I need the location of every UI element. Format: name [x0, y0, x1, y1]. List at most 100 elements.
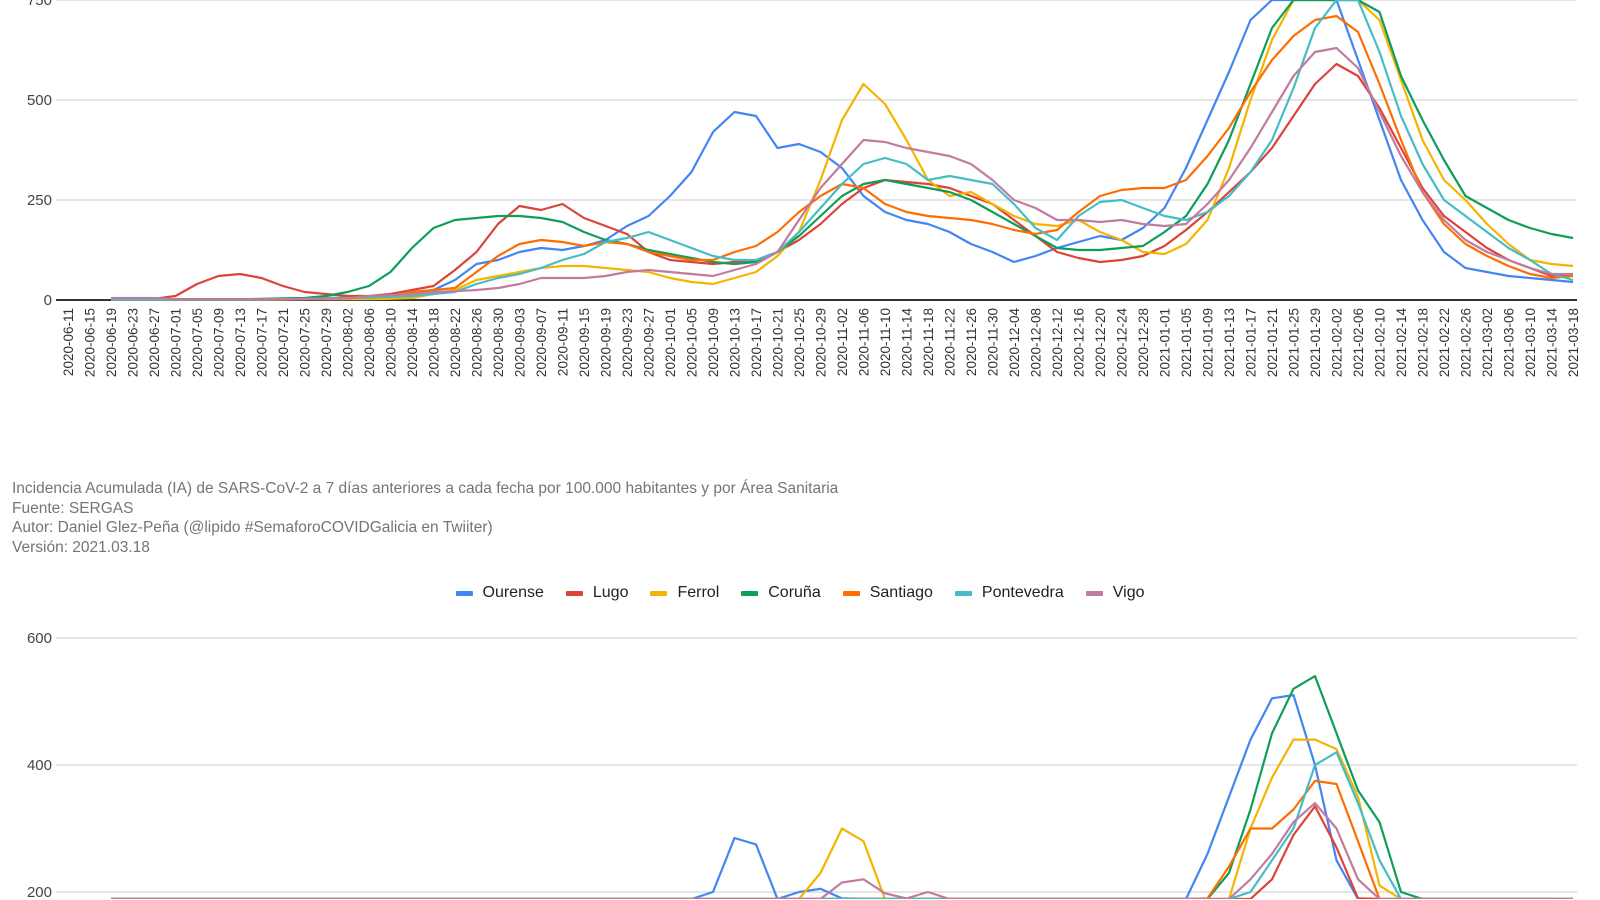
chart-caption: Incidencia Acumulada (IA) de SARS-CoV-2 … [12, 479, 838, 557]
x-tick-label: 2020-06-11 [61, 308, 76, 376]
x-tick-label: 2020-10-29 [814, 308, 829, 377]
legend-label: Pontevedra [981, 584, 1064, 601]
caption-version: Versión: 2021.03.18 [12, 538, 150, 556]
x-tick-label: 2020-07-05 [190, 308, 205, 377]
x-tick-label: 2021-02-22 [1437, 308, 1452, 377]
x-tick-label: 2020-12-04 [1007, 308, 1022, 378]
legend-item-vigo[interactable]: Vigo [1085, 584, 1145, 602]
series-line-vigo [111, 801, 1573, 899]
legend-item-pontevedra[interactable]: Pontevedra [954, 584, 1064, 602]
x-tick-label: 2020-08-10 [384, 308, 399, 377]
series-line-santiago [111, 14, 1574, 301]
incidence-chart-bottom: 200 400 600 [27, 630, 1577, 900]
x-tick-label: 2021-02-10 [1373, 308, 1388, 377]
x-tick-label: 2021-03-10 [1523, 308, 1538, 377]
x-tick-label: 2020-07-13 [233, 308, 248, 377]
x-tick-label: 2020-12-08 [1029, 308, 1044, 377]
x-tick-label: 2020-10-13 [728, 308, 743, 377]
legend-label: Lugo [592, 584, 629, 601]
series-line-santiago [111, 779, 1573, 899]
y-tick-label: 500 [27, 92, 52, 109]
x-tick-label: 2020-07-17 [255, 308, 270, 377]
legend-item-ferrol[interactable]: Ferrol [650, 584, 719, 602]
x-tick-label: 2020-11-22 [943, 308, 958, 376]
x-tick-label: 2020-06-23 [126, 308, 141, 377]
x-tick-label: 2020-07-29 [319, 308, 334, 377]
x-tick-label: 2020-10-01 [663, 308, 678, 377]
x-tick-label: 2021-01-17 [1244, 308, 1259, 377]
x-tick-label: 2020-11-14 [900, 308, 915, 377]
x-tick-label: 2020-08-02 [341, 308, 356, 377]
series-group [111, 674, 1573, 899]
x-tick-label: 2021-02-06 [1351, 308, 1366, 377]
y-tick-label: 750 [27, 0, 52, 9]
x-tick-label: 2020-12-24 [1115, 308, 1130, 378]
x-tick-label: 2021-01-13 [1222, 308, 1237, 377]
legend-item-lugo[interactable]: Lugo [565, 584, 629, 602]
x-tick-label: 2020-11-02 [835, 308, 850, 376]
x-tick-label: 2021-01-21 [1265, 308, 1280, 377]
legend-swatch [741, 590, 759, 596]
series-line-coruna [111, 0, 1574, 301]
y-tick-label: 600 [27, 630, 52, 647]
legend-label: Ferrol [677, 584, 720, 601]
series-line-lugo [111, 62, 1574, 300]
x-tick-label: 2020-12-16 [1072, 308, 1087, 377]
legend-label: Santiago [869, 584, 933, 601]
legend-swatch [455, 590, 473, 596]
x-tick-label: 2020-10-25 [792, 308, 807, 377]
x-tick-label: 2021-03-14 [1545, 308, 1560, 378]
x-tick-label: 2020-06-27 [147, 308, 162, 377]
x-tick-label: 2020-08-26 [470, 308, 485, 377]
x-tick-label: 2020-09-23 [620, 308, 635, 377]
caption-source: Fuente: SERGAS [12, 499, 134, 517]
x-tick-label: 2020-11-30 [986, 308, 1001, 376]
x-tick-label: 2021-02-14 [1394, 308, 1409, 378]
legend-item-santiago[interactable]: Santiago [842, 584, 933, 602]
series-line-pontevedra [111, 751, 1573, 899]
x-tick-label: 2020-12-12 [1050, 308, 1065, 377]
x-tick-label: 2020-06-15 [83, 308, 98, 377]
x-tick-label: 2021-02-02 [1330, 308, 1345, 377]
y-tick-label: 0 [44, 292, 52, 309]
x-tick-label: 2020-06-19 [104, 308, 119, 377]
caption-description: Incidencia Acumulada (IA) de SARS-CoV-2 … [12, 480, 839, 497]
x-tick-label: 2020-08-22 [448, 308, 463, 377]
legend-item-ourense[interactable]: Ourense [455, 584, 544, 602]
x-tick-label: 2021-01-25 [1287, 308, 1302, 377]
y-tick-label: 250 [27, 192, 52, 209]
series-group [111, 0, 1574, 301]
series-line-ourense [111, 693, 1552, 899]
x-tick-label: 2021-02-26 [1459, 308, 1474, 377]
legend-item-coruna[interactable]: Coruña [741, 584, 821, 602]
y-tick-label: 200 [27, 884, 52, 900]
x-tick-label: 2020-09-27 [642, 308, 657, 377]
series-line-coruna [111, 674, 1573, 899]
x-tick-label: 2020-12-28 [1136, 308, 1151, 377]
x-tick-label: 2020-09-07 [534, 308, 549, 377]
x-tick-label: 2021-03-18 [1566, 308, 1581, 377]
legend-label: Vigo [1112, 584, 1145, 601]
x-tick-label: 2021-02-18 [1416, 308, 1431, 377]
incidence-chart-top: 0 250 500 750 2020-06-11 2020-06-15 2020-06-19… [27, 0, 1581, 377]
legend-swatch [1085, 590, 1103, 596]
x-tick-label: 2020-11-18 [921, 308, 936, 376]
x-tick-label: 2020-08-06 [362, 308, 377, 377]
x-tick-label: 2020-09-03 [513, 308, 528, 377]
legend-label: Coruña [768, 584, 821, 601]
x-tick-label: 2020-11-10 [878, 308, 893, 376]
y-tick-label: 400 [27, 757, 52, 774]
x-tick-label: 2021-01-01 [1158, 308, 1173, 377]
x-tick-label: 2021-01-09 [1201, 308, 1216, 377]
x-tick-label: 2020-08-18 [427, 308, 442, 377]
x-tick-label: 2020-11-26 [964, 308, 979, 376]
chart-legend: Ourense Lugo Ferrol Coruña Santiago Pont… [0, 584, 1600, 602]
legend-label: Ourense [482, 584, 544, 601]
x-tick-label: 2020-10-21 [771, 308, 786, 377]
x-tick-label: 2020-08-14 [405, 308, 420, 378]
x-tick-label: 2020-07-21 [276, 308, 291, 377]
x-tick-label: 2020-12-20 [1093, 308, 1108, 377]
x-tick-label: 2020-08-30 [491, 308, 506, 377]
series-line-vigo [111, 46, 1573, 301]
